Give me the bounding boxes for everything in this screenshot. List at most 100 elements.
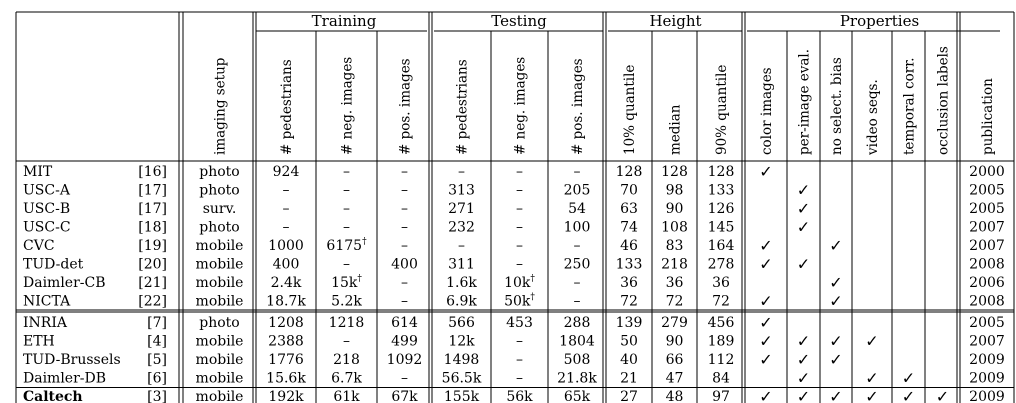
table-cell: 1218 [329, 315, 365, 331]
table-cell: 128 [661, 164, 688, 180]
table-cell: 189 [708, 334, 735, 350]
table-cell: – [516, 164, 523, 180]
table-cell: – [343, 164, 350, 180]
table-cell: – [574, 164, 581, 180]
dataset-name: MIT [23, 164, 53, 180]
check-mark-icon: ✓ [865, 369, 878, 388]
table-cell: mobile [196, 275, 244, 291]
table-cell: 67k [391, 389, 418, 403]
table-cell: – [516, 371, 523, 387]
table-cell: 126 [708, 201, 735, 217]
table-cell: – [516, 220, 523, 236]
check-mark-icon: ✓ [759, 387, 772, 403]
table-cell: 288 [564, 315, 591, 331]
table-row: Daimler-DB [6] mobile 15.6k 6.7k – 56.5k – 21.8k… [23, 369, 1005, 388]
table-row: USC-C [18] photo – – – 232 – 100 74 108 145 ✓ 2007 [23, 218, 1005, 237]
dataset-name: TUD-det [23, 257, 84, 273]
table-cell: 83 [666, 238, 684, 254]
table-cell: 5.2k [331, 294, 362, 310]
table-cell: 145 [708, 220, 735, 236]
table-cell: – [401, 294, 408, 310]
table-cell: 400 [391, 257, 418, 273]
table-cell: 313 [448, 183, 475, 199]
table-cell: 6.7k [331, 371, 362, 387]
dataset-name: Daimler-DB [23, 371, 106, 387]
table-cell: – [516, 352, 523, 368]
check-mark-icon: ✓ [829, 387, 842, 403]
table-cell: 18.7k [266, 294, 306, 310]
table-cell: 74 [620, 220, 638, 236]
check-mark-icon: ✓ [829, 292, 842, 311]
table-cell: 1.6k [446, 275, 477, 291]
table-cell: 456 [708, 315, 735, 331]
publication-year: 2000 [969, 164, 1005, 180]
table-cell: – [401, 371, 408, 387]
check-mark-icon: ✓ [759, 350, 772, 369]
table-cell: 278 [708, 257, 735, 273]
table-cell: 65k [564, 389, 591, 403]
column-header: no select. bias [829, 57, 845, 155]
table-cell: – [574, 294, 581, 310]
table-cell: mobile [196, 334, 244, 350]
publication-year: 2007 [969, 334, 1005, 350]
table-cell: 453 [506, 315, 533, 331]
dataset-name: INRIA [23, 315, 68, 331]
table-cell: 56k [506, 389, 533, 403]
table-cell: 66 [666, 352, 684, 368]
check-mark-icon: ✓ [797, 332, 810, 351]
table-row: MIT [16] photo 924 – – – – – 128 128 128 ✓ 2000 [23, 162, 1005, 181]
check-mark-icon: ✓ [865, 387, 878, 403]
table-cell: 1804 [559, 334, 595, 350]
table-cell: 72 [712, 294, 730, 310]
dataset-name: USC-B [23, 201, 70, 217]
table-cell: 112 [708, 352, 735, 368]
table-row: USC-A [17] photo – – – 313 – 205 70 98 133 ✓ 2005 [23, 181, 1005, 200]
publication-year: 2006 [969, 275, 1005, 291]
column-header: # pos. images [398, 58, 414, 155]
table-cell: 21.8k [557, 371, 597, 387]
column-header: # neg. images [513, 57, 529, 155]
table-cell: – [516, 201, 523, 217]
check-mark-icon: ✓ [936, 387, 949, 403]
table-cell: 46 [620, 238, 638, 254]
table-cell: 1208 [268, 315, 304, 331]
table-cell: – [401, 164, 408, 180]
table-cell: photo [199, 164, 239, 180]
table-cell: 271 [448, 201, 475, 217]
table-cell: 2388 [268, 334, 304, 350]
table-cell: – [343, 257, 350, 273]
table-cell: 1000 [268, 238, 304, 254]
check-mark-icon: ✓ [797, 350, 810, 369]
table-cell: 90 [666, 334, 684, 350]
table-cell: 232 [448, 220, 475, 236]
column-header: color images [759, 67, 775, 155]
table-cell: 70 [620, 183, 638, 199]
publication-year: 2008 [969, 294, 1005, 310]
table-cell: 128 [708, 164, 735, 180]
check-mark-icon: ✓ [759, 313, 772, 332]
group-header-training: Training [312, 12, 377, 30]
check-mark-icon: ✓ [829, 236, 842, 255]
table-cell: 508 [564, 352, 591, 368]
table-cell: 218 [661, 257, 688, 273]
table-cell: 40 [620, 352, 638, 368]
table-row: Caltech [3] mobile 192k 61k 67k 155k 56k 65k 27 48… [23, 387, 1005, 403]
table-cell: mobile [196, 294, 244, 310]
table-cell: 15.6k [266, 371, 306, 387]
table-cell: – [574, 238, 581, 254]
dataset-name: NICTA [23, 294, 71, 310]
check-mark-icon: ✓ [797, 369, 810, 388]
table-cell: – [401, 183, 408, 199]
column-header: 90% quantile [714, 65, 730, 155]
dataset-reference: [22] [138, 294, 167, 310]
table-cell: – [516, 257, 523, 273]
check-mark-icon: ✓ [759, 236, 772, 255]
publication-year: 2009 [969, 371, 1005, 387]
column-header: # neg. images [340, 57, 356, 155]
dataset-name: CVC [23, 238, 55, 254]
dataset-reference: [6] [147, 371, 167, 387]
table-cell: – [458, 164, 465, 180]
table-cell: 36 [666, 275, 684, 291]
table-cell: – [283, 183, 290, 199]
